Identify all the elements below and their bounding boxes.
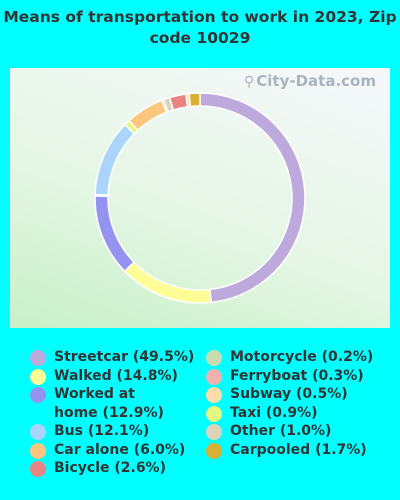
- legend-label: Ferryboat (0.3%): [230, 367, 364, 384]
- legend-label: Carpooled (1.7%): [230, 441, 367, 458]
- legend-swatch: [30, 442, 46, 459]
- slice-bicycle: [168, 93, 189, 111]
- legend-label: Bicycle (2.6%): [54, 460, 166, 476]
- legend-swatch: [206, 350, 222, 366]
- legend-swatch: [30, 350, 46, 366]
- legend-label: Walked (14.8%): [54, 367, 178, 384]
- legend-item-taxi: Taxi (0.9%): [206, 404, 396, 423]
- legend-swatch: [206, 424, 222, 440]
- legend-swatch: [30, 424, 46, 440]
- legend-item-car-alone: Car alone (6.0%): [30, 441, 210, 460]
- legend-item-worked-at-home: Worked at home (12.9%): [30, 385, 210, 422]
- legend-swatch: [30, 461, 46, 477]
- legend-label: Bus (12.1%): [54, 423, 150, 439]
- legend-swatch: [206, 442, 222, 459]
- slice-car-alone: [128, 99, 168, 132]
- legend-label: Taxi (0.9%): [230, 404, 318, 421]
- legend-item-motorcycle: Motorcycle (0.2%): [206, 348, 396, 367]
- legend-swatch: [30, 368, 46, 385]
- legend-swatch: [206, 405, 222, 422]
- watermark: ⚲ City-Data.com: [244, 72, 376, 90]
- legend-item-subway: Subway (0.5%): [206, 385, 396, 404]
- legend-item-walked: Walked (14.8%): [30, 367, 210, 386]
- slice-worked-at-home: [94, 195, 136, 273]
- legend-label: Motorcycle (0.2%): [230, 349, 374, 365]
- legend-item-bus: Bus (12.1%): [30, 422, 210, 441]
- legend-label: Car alone (6.0%): [54, 441, 186, 458]
- donut-chart: [94, 92, 306, 304]
- legend-item-carpooled: Carpooled (1.7%): [206, 441, 396, 460]
- legend-item-other: Other (1.0%): [206, 422, 396, 441]
- legend-item-streetcar: Streetcar (49.5%): [30, 348, 210, 367]
- slice-bus: [94, 123, 136, 196]
- legend-label: Other (1.0%): [230, 423, 332, 439]
- legend-swatch: [30, 387, 46, 403]
- legend-label: Subway (0.5%): [230, 386, 348, 402]
- legend-column-left: Streetcar (49.5%) Walked (14.8%) Worked at…: [30, 348, 210, 478]
- chart-title: Means of transportation to work in 2023,…: [3, 8, 397, 47]
- legend-label: Worked at home (12.9%): [54, 386, 164, 421]
- legend-label: Streetcar (49.5%): [54, 349, 195, 365]
- legend-swatch: [206, 387, 222, 403]
- slice-carpooled: [188, 92, 201, 108]
- slice-streetcar: [199, 92, 306, 304]
- slice-walked: [123, 261, 213, 304]
- legend-column-right: Motorcycle (0.2%) Ferryboat (0.3%) Subway …: [206, 348, 396, 459]
- magnifier-icon: ⚲: [244, 74, 255, 90]
- legend-item-bicycle: Bicycle (2.6%): [30, 459, 210, 478]
- watermark-text: City-Data.com: [256, 72, 376, 90]
- legend-swatch: [206, 368, 222, 385]
- chart-panel: ⚲ City-Data.com: [10, 68, 390, 328]
- legend-item-ferryboat: Ferryboat (0.3%): [206, 367, 396, 386]
